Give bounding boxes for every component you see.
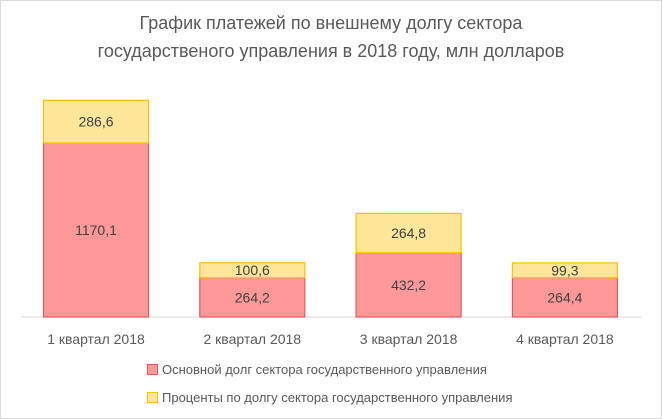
data-label: 99,3	[551, 262, 578, 278]
legend-item-principal: Основной долг сектора государственного у…	[147, 362, 487, 377]
legend-swatch-interest	[147, 392, 158, 403]
bar-interest	[199, 262, 306, 279]
data-label: 264,4	[547, 289, 582, 305]
legend-label-principal: Основной долг сектора государственного у…	[162, 362, 487, 377]
x-tick-label: 2 квартал 2018	[204, 331, 302, 347]
x-tick-label: 3 квартал 2018	[360, 331, 458, 347]
data-label: 264,2	[235, 289, 270, 305]
bar-interest	[511, 262, 618, 279]
x-tick-label: 1 квартал 2018	[47, 331, 145, 347]
data-label: 286,6	[78, 114, 113, 130]
legend-label-interest: Проценты по долгу сектора государственно…	[162, 390, 513, 405]
bar-principal	[355, 252, 462, 318]
data-label: 432,2	[391, 277, 426, 293]
data-label: 1170,1	[75, 222, 117, 238]
chart-title-line-1: График платежей по внешнему долгу сектор…	[139, 13, 523, 33]
chart-title: График платежей по внешнему долгу сектор…	[1, 9, 661, 65]
bar-principal	[511, 277, 618, 318]
legend-swatch-principal	[147, 364, 158, 375]
data-label: 264,8	[391, 225, 426, 241]
bar-principal	[42, 142, 150, 318]
legend-item-interest: Проценты по долгу сектора государственно…	[147, 390, 512, 405]
chart-title-line-2: государственого управления в 2018 году, …	[97, 41, 565, 61]
bar-interest	[355, 212, 462, 254]
bar-principal	[199, 277, 306, 318]
data-label: 100,6	[235, 262, 270, 278]
x-tick-label: 4 квартал 2018	[516, 331, 614, 347]
bar-interest	[42, 99, 150, 144]
